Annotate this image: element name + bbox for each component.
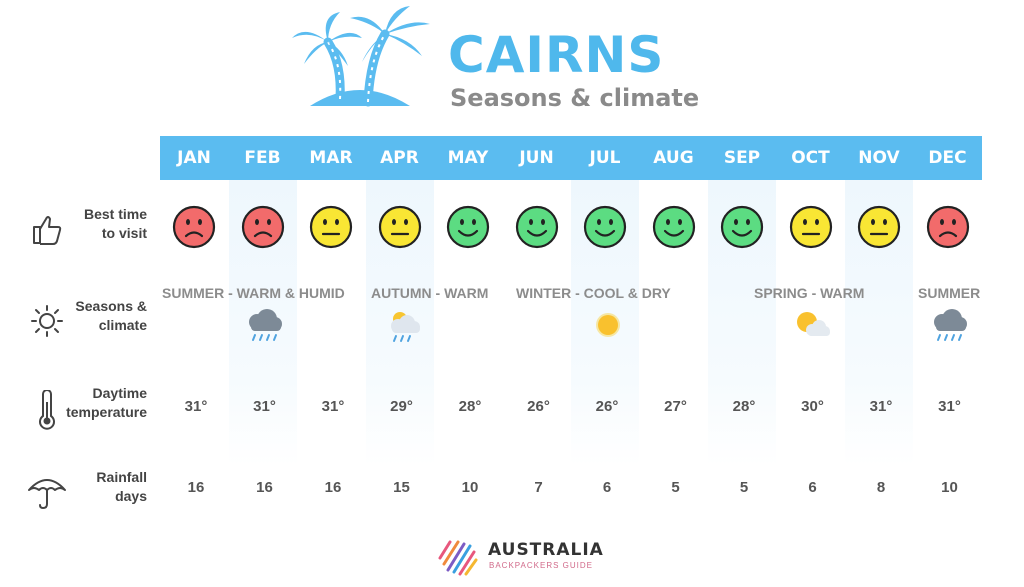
month-header: JAN bbox=[177, 148, 211, 168]
row-label-best-time-line2: to visit bbox=[101, 225, 147, 241]
season-label: SUMMER bbox=[918, 285, 981, 301]
page-subtitle: Seasons & climate bbox=[450, 84, 700, 112]
season-label: WINTER - COOL & DRY bbox=[516, 285, 671, 301]
temperature-value: 29° bbox=[390, 398, 413, 415]
australia-map-logo-icon bbox=[438, 540, 478, 576]
rating-bad-face-icon bbox=[172, 205, 216, 249]
row-label-seasons-line1: Seasons & bbox=[75, 298, 147, 314]
season-label: SUMMER - WARM & HUMID bbox=[162, 285, 345, 301]
rating-good-face-icon bbox=[515, 205, 558, 249]
rain-cloud-icon bbox=[934, 309, 967, 341]
rainfall-days-value: 16 bbox=[324, 479, 342, 496]
temperature-value: 31° bbox=[184, 398, 208, 415]
rainfall-days-value: 6 bbox=[808, 479, 817, 496]
sun-behind-cloud-icon bbox=[797, 312, 830, 336]
month-header: OCT bbox=[791, 148, 830, 168]
rainfall-days-value: 10 bbox=[461, 479, 479, 496]
season-label: AUTUMN - WARM bbox=[371, 285, 489, 301]
rating-bad-face-icon bbox=[241, 205, 284, 249]
sun-outline-icon bbox=[31, 305, 63, 337]
rating-neutral-face-icon bbox=[378, 205, 421, 249]
row-label-rainfall-line1: Rainfall bbox=[96, 469, 147, 485]
rating-neutral-face-icon bbox=[857, 205, 901, 249]
row-label-best-time: Best time to visit bbox=[20, 205, 155, 255]
rainfall-days-value: 5 bbox=[739, 479, 749, 496]
page-title: CAIRNS bbox=[448, 26, 665, 84]
rating-neutral-face-icon bbox=[789, 205, 832, 249]
rating-good-face-icon bbox=[720, 205, 764, 249]
temperature-value: 31° bbox=[869, 398, 893, 415]
month-header: JUN bbox=[519, 148, 554, 168]
row-label-temperature-line2: temperature bbox=[66, 404, 147, 420]
row-label-temperature-line1: Daytime bbox=[92, 385, 147, 401]
month-header: AUG bbox=[653, 148, 694, 168]
temperature-value: 28° bbox=[458, 398, 482, 415]
row-label-best-time-line1: Best time bbox=[83, 206, 147, 222]
month-header: APR bbox=[380, 148, 419, 168]
rating-bad-face-icon bbox=[926, 205, 969, 249]
month-header: DEC bbox=[928, 148, 967, 168]
logo-title: AUSTRALIA bbox=[488, 540, 604, 560]
logo-subtitle: BACKPACKERS GUIDE bbox=[489, 561, 593, 570]
row-label-rainfall: Rainfall days bbox=[20, 468, 155, 518]
temperature-value: 30° bbox=[801, 398, 824, 415]
thumbs-up-icon bbox=[33, 216, 62, 245]
row-label-seasons: Seasons & climate bbox=[20, 297, 155, 347]
rating-good-face-icon bbox=[446, 205, 490, 249]
sun-cloud-rain-icon bbox=[391, 312, 420, 342]
temperature-value: 27° bbox=[664, 398, 687, 415]
season-label: SPRING - WARM bbox=[754, 285, 865, 301]
palm-tree-island-icon bbox=[292, 6, 430, 107]
month-header: NOV bbox=[858, 148, 900, 168]
rainfall-days-value: 16 bbox=[256, 479, 273, 496]
rating-good-face-icon bbox=[652, 205, 695, 249]
month-header: SEP bbox=[723, 148, 761, 168]
temperature-value: 31° bbox=[253, 398, 276, 415]
rainfall-days-value: 16 bbox=[187, 479, 205, 496]
rainfall-days-value: 15 bbox=[393, 479, 410, 496]
rainfall-days-value: 8 bbox=[876, 479, 886, 496]
header: CAIRNS Seasons & climate bbox=[290, 4, 710, 114]
temperature-value: 26° bbox=[595, 398, 619, 415]
temperature-value: 31° bbox=[321, 398, 345, 415]
sun-icon bbox=[596, 313, 620, 337]
row-label-temperature: Daytime temperature bbox=[20, 384, 155, 434]
temperature-value: 28° bbox=[732, 398, 756, 415]
row-label-seasons-line2: climate bbox=[98, 317, 147, 333]
rain-cloud-icon bbox=[249, 309, 282, 341]
month-header: MAY bbox=[447, 148, 489, 168]
temperature-value: 31° bbox=[938, 398, 961, 415]
month-header: JUL bbox=[589, 148, 621, 168]
month-header: MAR bbox=[309, 148, 353, 168]
rating-good-face-icon bbox=[583, 205, 627, 249]
rainfall-days-value: 6 bbox=[602, 479, 612, 496]
umbrella-icon bbox=[28, 479, 66, 510]
rainfall-days-value: 5 bbox=[671, 479, 680, 496]
rainfall-days-value: 10 bbox=[941, 479, 958, 496]
temperature-value: 26° bbox=[527, 398, 550, 415]
australia-backpackers-guide-logo[interactable]: AUSTRALIA BACKPACKERS GUIDE bbox=[436, 534, 606, 578]
rating-neutral-face-icon bbox=[309, 205, 353, 249]
thermometer-icon bbox=[39, 390, 55, 430]
rainfall-days-value: 7 bbox=[534, 479, 543, 496]
month-header: FEB bbox=[244, 148, 281, 168]
row-label-rainfall-line2: days bbox=[115, 488, 147, 504]
month-header-bar bbox=[160, 136, 982, 180]
